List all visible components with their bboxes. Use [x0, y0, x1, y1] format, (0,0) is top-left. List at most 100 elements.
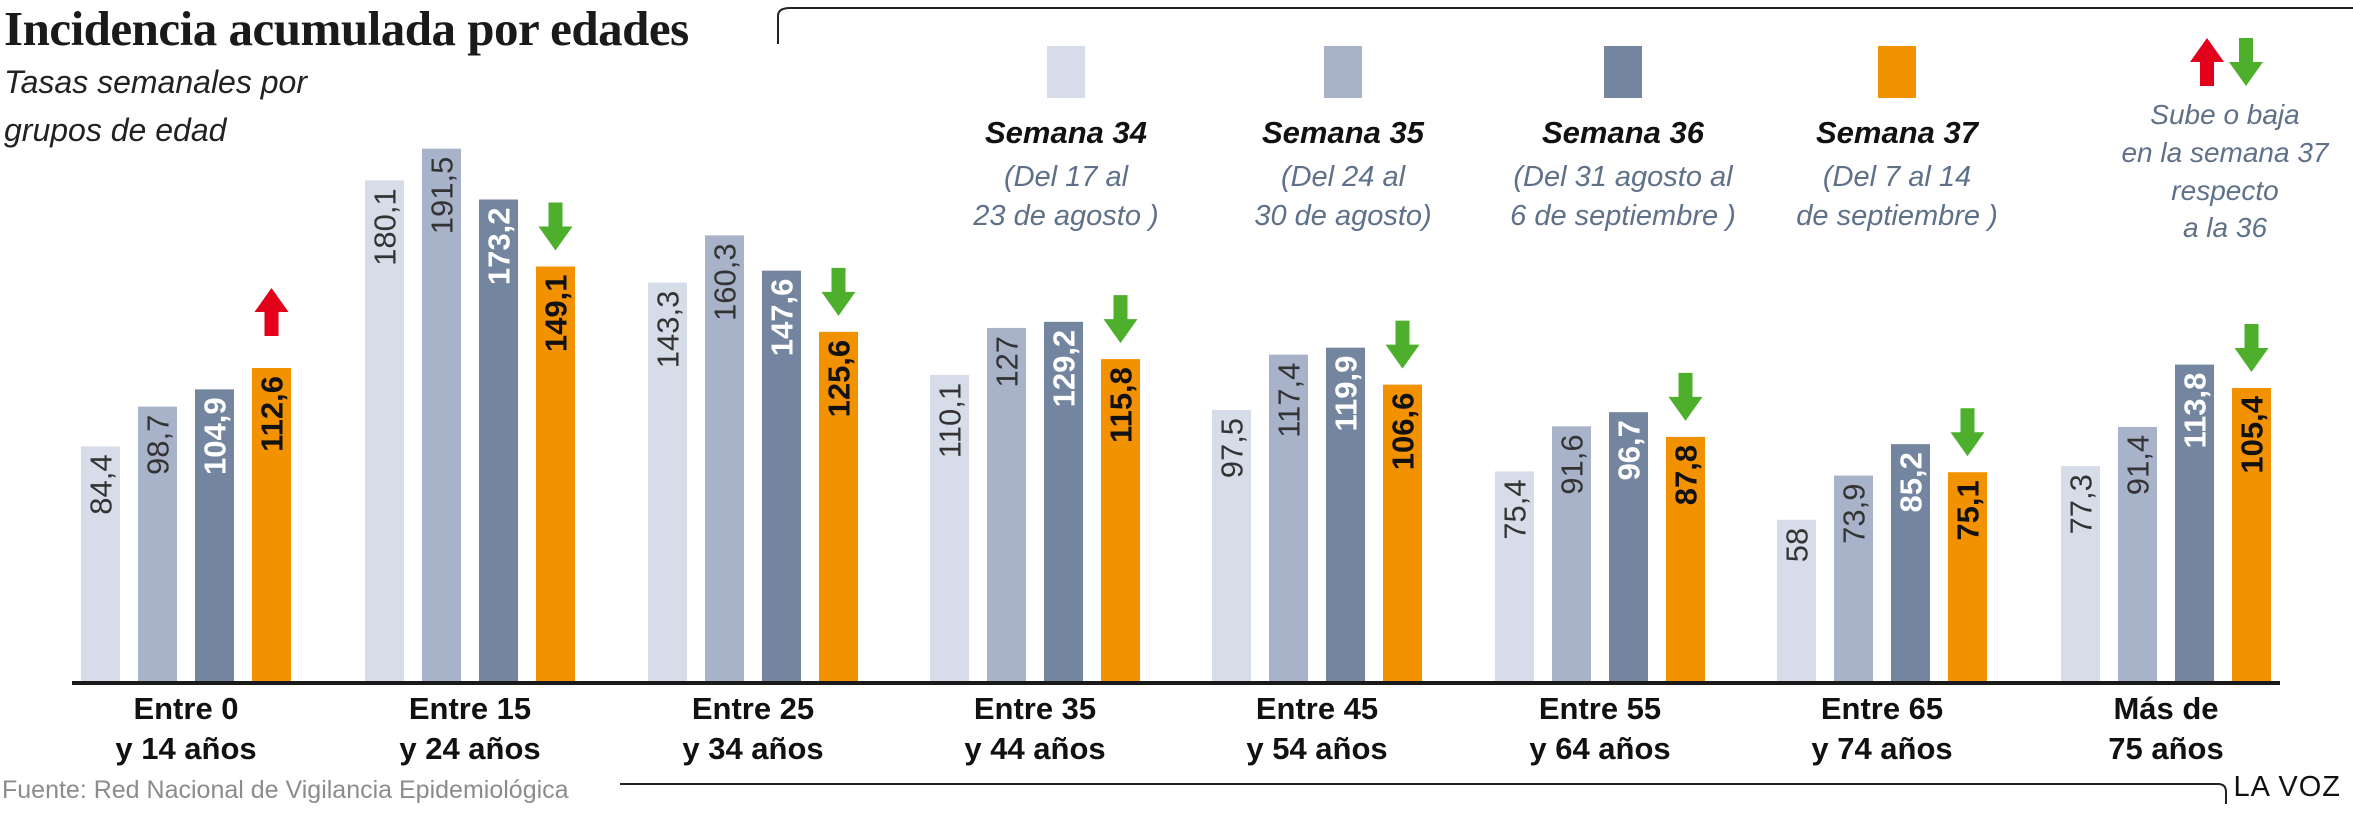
legend-week-name: Semana 35: [1262, 115, 1425, 150]
legend-up-arrow-icon: [2190, 38, 2224, 86]
bar: [1495, 471, 1534, 681]
title-frame-line: [777, 7, 2353, 44]
bar-value-label: 143,3: [651, 291, 686, 369]
bar: [1552, 426, 1591, 681]
category-group: 97,5 117,4 119,9 106,6 Entre 45 y 54 años: [1212, 320, 1422, 766]
bar-value-label: 85,2: [1894, 452, 1929, 512]
legend-week-name: Semana 36: [1542, 115, 1705, 150]
bar: [2232, 387, 2271, 681]
bar: [1101, 359, 1140, 681]
bar-value-label: 73,9: [1837, 484, 1872, 544]
bar-value-label: 173,2: [482, 208, 517, 286]
bar: [422, 148, 461, 681]
category-label-line1: Entre 15: [409, 691, 531, 726]
trend-down-icon: [1103, 295, 1138, 344]
legend-swatch: [1047, 46, 1085, 98]
legend-week-range: (Del 24 al: [1281, 161, 1407, 193]
bar-value-label: 58: [1780, 528, 1815, 562]
bar-value-label: 113,8: [2178, 373, 2213, 449]
legend-week-range: 30 de agosto): [1254, 200, 1431, 232]
category-label-line1: Más de: [2113, 691, 2218, 726]
legend-item: Semana 34 (Del 17 al 23 de agosto ): [972, 46, 1159, 232]
brand-logo: LA VOZ: [2233, 771, 2341, 803]
legend-week-range: (Del 7 al 14: [1823, 161, 1971, 193]
legend-swatch: [1878, 46, 1916, 98]
source-note: Fuente: Red Nacional de Vigilancia Epide…: [2, 776, 569, 804]
bar: [2061, 466, 2100, 681]
category-label-line1: Entre 65: [1821, 691, 1943, 726]
trend-down-icon: [538, 202, 573, 251]
bar: [1891, 444, 1930, 681]
chart-title: Incidencia acumulada por edades: [4, 1, 689, 56]
legend-week-range: 23 de agosto ): [972, 200, 1158, 232]
bar: [1212, 409, 1251, 681]
bar: [2175, 364, 2214, 681]
category-label-line2: 75 años: [2108, 731, 2223, 766]
category-label-line1: Entre 25: [692, 691, 814, 726]
category-label-line2: y 24 años: [399, 731, 540, 766]
legend-trend-text: Sube o baja: [2150, 99, 2299, 130]
bar-value-label: 91,4: [2121, 435, 2156, 495]
bar-value-label: 110,1: [933, 383, 968, 458]
bar-value-label: 191,5: [425, 157, 460, 235]
bar-value-label: 106,6: [1386, 393, 1421, 471]
bar-value-label: 91,6: [1555, 434, 1590, 494]
bar: [536, 266, 575, 681]
bar-value-label: 75,1: [1951, 480, 1986, 540]
bar-value-label: 112,6: [255, 376, 290, 452]
category-group: 110,1 127 129,2 115,8 Entre 35 y 44 años: [930, 295, 1140, 766]
category-group: 58 73,9 85,2 75,1 Entre 65 y 74 años: [1777, 408, 1987, 766]
legend-down-arrow-icon: [2229, 38, 2263, 86]
legend-trend-text: a la 36: [2183, 212, 2267, 243]
trend-down-icon: [1385, 320, 1420, 369]
bar: [1326, 347, 1365, 681]
bar-value-label: 119,9: [1329, 356, 1364, 432]
legend-trend: Sube o baja en la semana 37 respecto a la 3…: [2121, 38, 2330, 243]
bar-value-label: 160,3: [708, 243, 743, 321]
bar-value-label: 149,1: [539, 275, 574, 353]
category-label-line2: y 44 años: [964, 731, 1105, 766]
legend-week-name: Semana 34: [985, 115, 1147, 150]
category-label-line2: y 54 años: [1246, 731, 1387, 766]
category-label-line1: Entre 0: [133, 691, 238, 726]
trend-down-icon: [821, 267, 856, 316]
legend-week-range: de septiembre ): [1796, 200, 1998, 232]
category-group: 84,4 98,7 104,9 112,6 Entre 0 y 14 años: [81, 287, 291, 766]
legend-week-name: Semana 37: [1816, 115, 1980, 150]
bar-value-label: 115,8: [1104, 367, 1139, 443]
trend-down-icon: [2234, 323, 2269, 372]
bar: [762, 270, 801, 681]
bar-value-label: 87,8: [1669, 445, 1704, 505]
bar: [195, 389, 234, 681]
category-label-line2: y 74 años: [1811, 731, 1952, 766]
bar-value-label: 97,5: [1215, 418, 1250, 478]
legend-trend-text: en la semana 37: [2121, 137, 2329, 168]
bar-value-label: 125,6: [822, 340, 857, 418]
legend-trend-text: respecto: [2171, 175, 2278, 206]
bar: [1609, 412, 1648, 681]
bar: [705, 235, 744, 681]
chart-subtitle: Tasas semanales por grupos de edad: [4, 64, 307, 148]
bar-value-label: 75,4: [1498, 479, 1533, 539]
bar-value-label: 117,4: [1272, 363, 1307, 438]
bar: [987, 327, 1026, 681]
category-label-line2: y 14 años: [115, 731, 256, 766]
bar-value-label: 98,7: [141, 415, 176, 475]
category-group: 75,4 91,6 96,7 87,8 Entre 55 y 64 años: [1495, 372, 1705, 766]
category-label-line2: y 64 años: [1529, 731, 1670, 766]
bar: [138, 406, 177, 681]
bar: [1269, 354, 1308, 681]
trend-down-icon: [1950, 408, 1985, 457]
bar: [819, 331, 858, 681]
legend-week-range: (Del 17 al: [1004, 161, 1130, 193]
category-group: 77,3 91,4 113,8 105,4 Más de 75 años: [2061, 323, 2271, 766]
category-label-line1: Entre 55: [1539, 691, 1661, 726]
category-label-line2: y 34 años: [682, 731, 823, 766]
bar: [365, 180, 404, 681]
bar: [1948, 472, 1987, 681]
bar-value-label: 96,7: [1612, 420, 1647, 480]
bar: [930, 374, 969, 681]
bar-value-label: 147,6: [765, 279, 800, 357]
trend-down-icon: [1668, 372, 1703, 421]
legend-swatch: [1604, 46, 1642, 98]
